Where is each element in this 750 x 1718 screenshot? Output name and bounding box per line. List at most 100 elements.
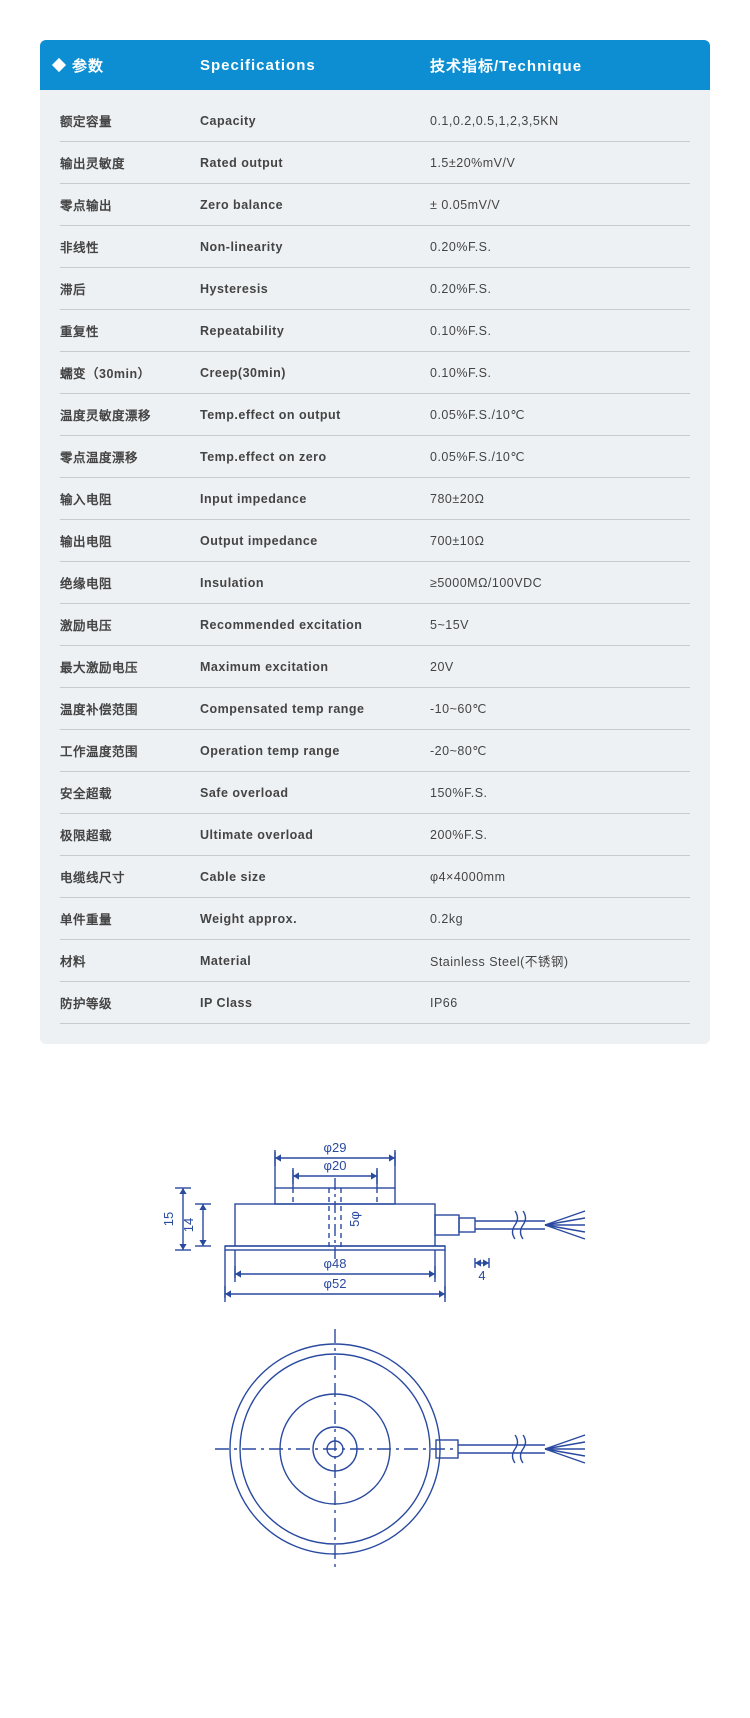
spec-en: Non-linearity: [200, 240, 430, 254]
spec-en: Temp.effect on zero: [200, 450, 430, 464]
spec-cn: 零点输出: [60, 195, 200, 214]
spec-val: 0.20%F.S.: [430, 282, 690, 296]
spec-cn: 输出灵敏度: [60, 153, 200, 172]
spec-cn: 激励电压: [60, 615, 200, 634]
spec-en: Maximum excitation: [200, 660, 430, 674]
spec-row: 防护等级IP ClassIP66: [60, 982, 690, 1024]
side-view-diagram: φ29φ20φ48φ5215145φ4: [115, 1084, 635, 1314]
spec-val: 0.1,0.2,0.5,1,2,3,5KN: [430, 114, 690, 128]
svg-text:15: 15: [161, 1212, 176, 1226]
spec-en: Creep(30min): [200, 366, 430, 380]
spec-en: Temp.effect on output: [200, 408, 430, 422]
spec-cn: 零点温度漂移: [60, 447, 200, 466]
spec-en: Zero balance: [200, 198, 430, 212]
spec-cn: 输入电阻: [60, 489, 200, 508]
spec-val: 0.10%F.S.: [430, 324, 690, 338]
spec-row: 最大激励电压Maximum excitation20V: [60, 646, 690, 688]
spec-cn: 额定容量: [60, 111, 200, 130]
spec-cn: 温度灵敏度漂移: [60, 405, 200, 424]
spec-cn: 蠕变（30min）: [60, 363, 200, 382]
spec-cn: 材料: [60, 951, 200, 970]
spec-row: 额定容量Capacity0.1,0.2,0.5,1,2,3,5KN: [60, 100, 690, 142]
svg-text:φ48: φ48: [324, 1256, 347, 1271]
spec-val: 0.2kg: [430, 912, 690, 926]
spec-cn: 重复性: [60, 321, 200, 340]
svg-text:φ52: φ52: [324, 1276, 347, 1291]
spec-cn: 安全超载: [60, 783, 200, 802]
spec-en: Hysteresis: [200, 282, 430, 296]
svg-text:φ20: φ20: [324, 1158, 347, 1173]
spec-val: 5~15V: [430, 618, 690, 632]
spec-val: 0.20%F.S.: [430, 240, 690, 254]
header-col-params: 参数: [40, 55, 200, 76]
spec-val: 200%F.S.: [430, 828, 690, 842]
spec-en: Capacity: [200, 114, 430, 128]
spec-row: 安全超载Safe overload150%F.S.: [60, 772, 690, 814]
spec-en: IP Class: [200, 996, 430, 1010]
spec-val: -20~80℃: [430, 743, 690, 758]
spec-en: Safe overload: [200, 786, 430, 800]
spec-val: 700±10Ω: [430, 534, 690, 548]
spec-cn: 温度补偿范围: [60, 699, 200, 718]
spec-en: Recommended excitation: [200, 618, 430, 632]
spec-cn: 滞后: [60, 279, 200, 298]
spec-row: 工作温度范围Operation temp range-20~80℃: [60, 730, 690, 772]
spec-cn: 输出电阻: [60, 531, 200, 550]
spec-en: Insulation: [200, 576, 430, 590]
spec-row: 绝缘电阻Insulation≥5000MΩ/100VDC: [60, 562, 690, 604]
spec-row: 极限超载Ultimate overload200%F.S.: [60, 814, 690, 856]
spec-en: Ultimate overload: [200, 828, 430, 842]
spec-cn: 电缆线尺寸: [60, 867, 200, 886]
spec-val: 0.05%F.S./10℃: [430, 449, 690, 464]
spec-en: Compensated temp range: [200, 702, 430, 716]
spec-row: 电缆线尺寸Cable sizeφ4×4000mm: [60, 856, 690, 898]
spec-row: 零点温度漂移Temp.effect on zero0.05%F.S./10℃: [60, 436, 690, 478]
spec-cn: 单件重量: [60, 909, 200, 928]
spec-body: 额定容量Capacity0.1,0.2,0.5,1,2,3,5KN输出灵敏度Ra…: [40, 90, 710, 1044]
spec-row: 输出灵敏度Rated output1.5±20%mV/V: [60, 142, 690, 184]
spec-val: Stainless Steel(不锈钢): [430, 951, 690, 970]
spec-en: Input impedance: [200, 492, 430, 506]
spec-row: 重复性Repeatability0.10%F.S.: [60, 310, 690, 352]
spec-row: 温度灵敏度漂移Temp.effect on output0.05%F.S./10…: [60, 394, 690, 436]
spec-val: 780±20Ω: [430, 492, 690, 506]
spec-val: 20V: [430, 660, 690, 674]
spec-cn: 防护等级: [60, 993, 200, 1012]
header-col-technique: 技术指标/Technique: [430, 55, 710, 76]
spec-header: 参数 Specifications 技术指标/Technique: [40, 40, 710, 90]
spec-row: 输入电阻Input impedance780±20Ω: [60, 478, 690, 520]
spec-row: 温度补偿范围Compensated temp range-10~60℃: [60, 688, 690, 730]
diamond-icon: [52, 58, 66, 72]
spec-cn: 非线性: [60, 237, 200, 256]
top-view-diagram: [115, 1314, 635, 1584]
spec-val: IP66: [430, 996, 690, 1010]
spec-en: Cable size: [200, 870, 430, 884]
spec-row: 零点输出Zero balance± 0.05mV/V: [60, 184, 690, 226]
spec-row: 材料MaterialStainless Steel(不锈钢): [60, 940, 690, 982]
spec-en: Repeatability: [200, 324, 430, 338]
spec-row: 输出电阻Output impedance700±10Ω: [60, 520, 690, 562]
svg-text:4: 4: [478, 1268, 485, 1283]
spec-val: 1.5±20%mV/V: [430, 156, 690, 170]
spec-panel: 参数 Specifications 技术指标/Technique 额定容量Cap…: [40, 40, 710, 1044]
spec-row: 蠕变（30min）Creep(30min)0.10%F.S.: [60, 352, 690, 394]
spec-row: 激励电压Recommended excitation5~15V: [60, 604, 690, 646]
svg-text:5φ: 5φ: [347, 1211, 362, 1227]
svg-text:φ29: φ29: [324, 1140, 347, 1155]
spec-en: Operation temp range: [200, 744, 430, 758]
spec-cn: 最大激励电压: [60, 657, 200, 676]
spec-val: ≥5000MΩ/100VDC: [430, 576, 690, 590]
spec-val: 150%F.S.: [430, 786, 690, 800]
spec-val: -10~60℃: [430, 701, 690, 716]
spec-val: ± 0.05mV/V: [430, 198, 690, 212]
spec-cn: 工作温度范围: [60, 741, 200, 760]
spec-en: Material: [200, 954, 430, 968]
spec-row: 单件重量Weight approx.0.2kg: [60, 898, 690, 940]
spec-en: Rated output: [200, 156, 430, 170]
spec-en: Weight approx.: [200, 912, 430, 926]
spec-row: 滞后Hysteresis0.20%F.S.: [60, 268, 690, 310]
spec-cn: 绝缘电阻: [60, 573, 200, 592]
spec-val: 0.05%F.S./10℃: [430, 407, 690, 422]
spec-val: φ4×4000mm: [430, 870, 690, 884]
spec-en: Output impedance: [200, 534, 430, 548]
